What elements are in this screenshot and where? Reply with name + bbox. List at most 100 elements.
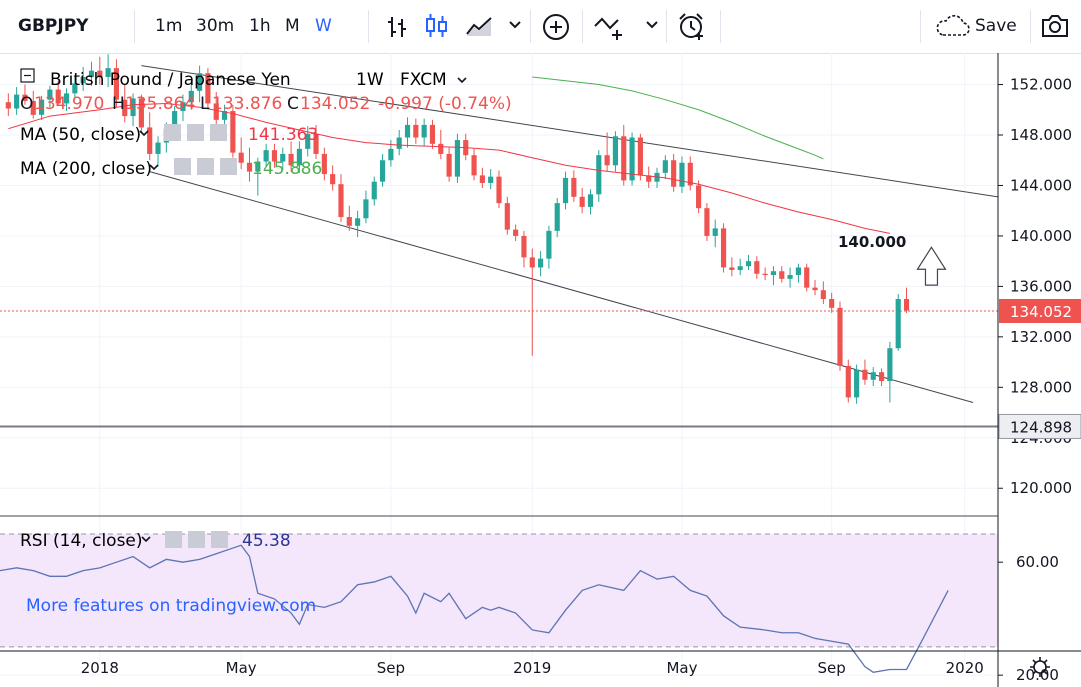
candle-body <box>571 177 577 197</box>
chevron-down-icon[interactable] <box>645 20 659 30</box>
interval-week[interactable]: W <box>315 16 332 36</box>
remove-icon[interactable] <box>210 124 227 141</box>
rsi-tick-label: 60.00 <box>1016 553 1059 571</box>
settings-icon[interactable] <box>188 531 205 548</box>
candle-body <box>138 98 144 128</box>
candle-body <box>413 124 419 138</box>
legend-open: 134.970 <box>34 94 104 114</box>
time-tick-label: May <box>226 659 257 677</box>
candle-body <box>529 257 535 268</box>
candle-body <box>22 94 28 101</box>
bar-style-icon[interactable] <box>385 14 411 40</box>
chevron-down-icon[interactable] <box>141 536 151 543</box>
candle-style-icon[interactable] <box>424 12 450 42</box>
candle-body <box>637 137 643 176</box>
candle-body <box>113 68 120 100</box>
candle-body <box>787 275 793 279</box>
camera-icon[interactable] <box>1040 13 1070 39</box>
candle-body <box>155 142 161 154</box>
candle-body <box>538 258 544 268</box>
support-badge <box>998 413 1081 439</box>
chart-area[interactable]: 152.000 148.000 144.000 140.000 136.000 132.0… <box>0 53 1081 687</box>
candle-body <box>246 162 253 172</box>
chevron-down-icon[interactable] <box>139 130 149 137</box>
candle-body <box>230 111 236 153</box>
candle-body <box>454 140 460 177</box>
candle-body <box>363 199 369 219</box>
candle-body <box>404 124 411 138</box>
legend-interval: 1W <box>356 70 384 90</box>
legend-high-label: H <box>112 94 125 114</box>
chevron-down-icon[interactable] <box>149 164 159 171</box>
candle-body <box>371 181 377 200</box>
candle-body <box>762 273 768 276</box>
collapse-icon[interactable] <box>20 68 35 83</box>
ma200-value: 145.886 <box>252 159 322 179</box>
visibility-icon[interactable] <box>174 158 191 175</box>
candle-body <box>496 176 502 204</box>
alert-clock-icon[interactable] <box>676 11 708 43</box>
save-button[interactable]: Save <box>975 16 1017 36</box>
candle-body <box>770 271 777 276</box>
settings-gear[interactable] <box>1030 657 1050 677</box>
candle-body <box>429 124 436 144</box>
candle-body <box>829 299 835 308</box>
settings-icon[interactable] <box>197 158 214 175</box>
interval-1m[interactable]: 1m <box>155 16 183 36</box>
candle-body <box>737 266 743 270</box>
candle-body <box>280 153 286 162</box>
price-tick-label: 144.000 <box>1010 176 1072 194</box>
candle-body <box>147 127 153 154</box>
symbol-search[interactable]: GBPJPY <box>18 16 89 36</box>
candle-body <box>421 124 427 138</box>
price-axis[interactable]: 152.000 148.000 144.000 140.000 136.000 132.0… <box>0 53 1081 687</box>
chevron-down-icon[interactable] <box>508 20 522 30</box>
candle-body <box>604 155 610 166</box>
cloud-save-icon[interactable] <box>935 14 971 38</box>
interval-30m[interactable]: 30m <box>196 16 235 36</box>
candle-body <box>296 148 302 166</box>
interval-1h[interactable]: 1h <box>249 16 271 36</box>
remove-icon[interactable] <box>211 531 228 548</box>
divider <box>920 10 921 43</box>
divider <box>666 10 667 43</box>
candle-body <box>878 372 885 382</box>
remove-icon[interactable] <box>220 158 237 175</box>
candle-body <box>554 203 560 231</box>
divider <box>368 10 369 43</box>
price-tick-label: 120.000 <box>1010 479 1072 497</box>
candle-body <box>704 208 710 236</box>
indicators-icon[interactable] <box>593 12 629 42</box>
candle-body <box>579 196 585 207</box>
candle-body <box>712 228 718 236</box>
rsi-tick-label: 20.00 <box>1016 666 1059 684</box>
settings-icon[interactable] <box>187 124 204 141</box>
candle-body <box>263 150 269 162</box>
candle-body <box>754 261 760 274</box>
interval-month[interactable]: M <box>285 16 300 36</box>
ma50-line <box>8 102 890 234</box>
time-axis[interactable]: 2018 May Sep 2019 May Sep 2020 <box>81 659 984 677</box>
trendline <box>149 171 974 403</box>
time-tick-label: Sep <box>377 659 405 677</box>
price-tick-label: 136.000 <box>1010 277 1072 295</box>
legend-high: 135.864 <box>125 94 195 114</box>
divider <box>530 10 531 43</box>
last-price-label: 134.052 <box>1010 303 1072 321</box>
promo-link[interactable]: More features on tradingview.com <box>26 596 316 616</box>
candle-body <box>745 261 752 267</box>
visibility-icon[interactable] <box>164 124 181 141</box>
visibility-icon[interactable] <box>165 531 182 548</box>
chevron-down-icon[interactable] <box>457 77 467 84</box>
candle-body <box>621 136 627 181</box>
candle-body <box>55 89 61 104</box>
target-annotation: 140.000 <box>838 233 947 286</box>
area-style-icon[interactable] <box>465 14 493 38</box>
candle-body <box>321 153 327 175</box>
time-tick-label: 2018 <box>81 659 119 677</box>
ma50-label: MA (50, close) <box>20 125 141 145</box>
candle-body <box>47 89 53 100</box>
rsi-legend: RSI (14, close) 45.38 More features on t… <box>20 531 316 616</box>
add-compare-icon[interactable] <box>541 12 571 42</box>
candle-body <box>205 73 211 104</box>
